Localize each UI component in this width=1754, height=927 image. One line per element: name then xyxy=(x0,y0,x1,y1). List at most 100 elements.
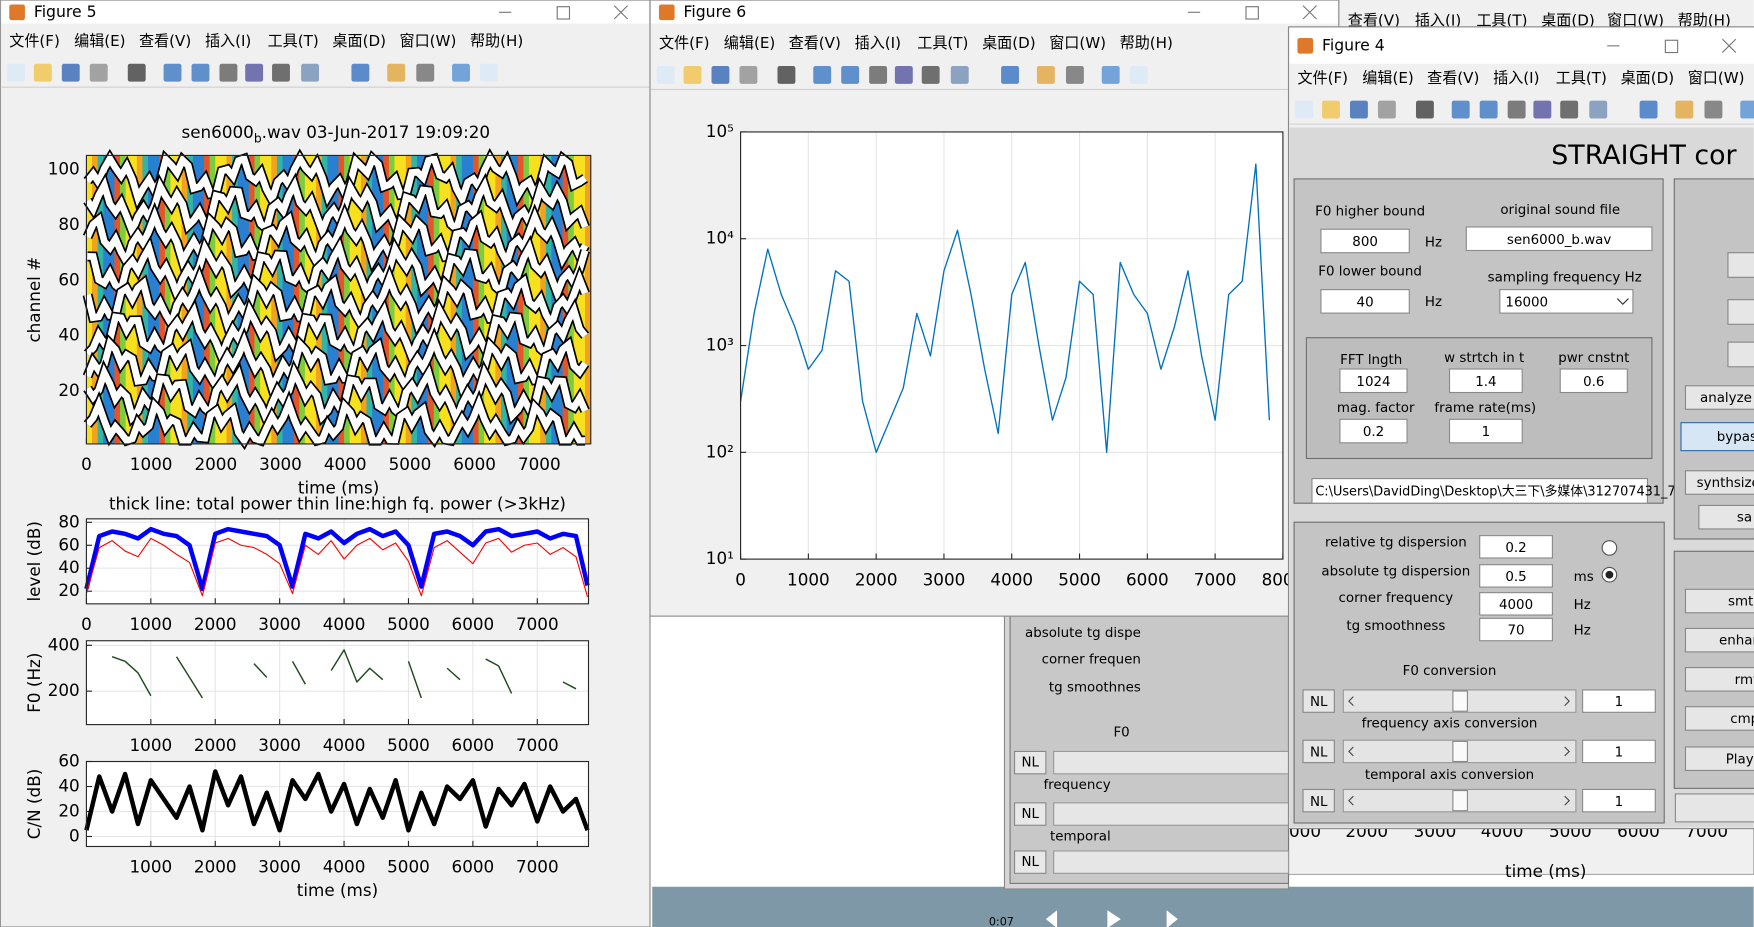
toolbar-button[interactable] xyxy=(1377,100,1396,119)
field-value[interactable]: 40 xyxy=(1357,295,1374,310)
button-label[interactable]: rmv xyxy=(1735,673,1754,688)
toolbar-button[interactable] xyxy=(1129,65,1148,84)
button[interactable] xyxy=(1302,788,1335,813)
field-value[interactable]: 800 xyxy=(1352,235,1378,250)
maximize-button[interactable] xyxy=(556,6,571,20)
menu-item[interactable]: 插入(I) xyxy=(855,34,901,52)
button-label[interactable]: NL xyxy=(1021,807,1039,822)
toolbar-button[interactable] xyxy=(711,65,730,84)
menu-item[interactable]: 查看(V) xyxy=(789,34,841,52)
toolbar-button[interactable] xyxy=(61,63,80,82)
field-value[interactable]: 0.2 xyxy=(1505,541,1526,556)
menu-item[interactable]: 工具(T) xyxy=(917,34,968,52)
toolbar-button[interactable] xyxy=(1415,100,1434,119)
field-value[interactable]: 1 xyxy=(1482,425,1491,440)
toolbar-button[interactable] xyxy=(656,65,675,84)
button[interactable] xyxy=(1727,341,1754,368)
toolbar-button[interactable] xyxy=(1740,100,1754,119)
button-label[interactable]: enhan xyxy=(1719,634,1754,649)
toolbar-button[interactable] xyxy=(1704,100,1723,119)
field-value[interactable]: 1.4 xyxy=(1475,375,1496,390)
field-value[interactable]: 0.6 xyxy=(1583,375,1604,390)
field-value[interactable]: 1024 xyxy=(1356,375,1390,390)
menu-item[interactable]: 文件(F) xyxy=(1297,69,1348,87)
toolbar-button[interactable] xyxy=(1507,100,1526,119)
toolbar-button[interactable] xyxy=(163,63,182,82)
toolbar-button[interactable] xyxy=(7,63,25,82)
toolbar-button[interactable] xyxy=(1479,100,1498,119)
text-field[interactable] xyxy=(1582,689,1656,713)
toolbar-button[interactable] xyxy=(416,63,435,82)
button[interactable] xyxy=(1680,422,1754,452)
toolbar-button[interactable] xyxy=(480,63,498,82)
toolbar-button[interactable] xyxy=(245,63,264,82)
player-controls[interactable] xyxy=(1045,910,1178,927)
toolbar-button[interactable] xyxy=(1350,100,1368,119)
menu-item[interactable]: 桌面(D) xyxy=(982,34,1036,52)
toolbar-button[interactable] xyxy=(127,63,146,82)
field-value[interactable]: 70 xyxy=(1508,624,1525,639)
toolbar-button[interactable] xyxy=(272,63,290,82)
toolbar-button[interactable] xyxy=(387,63,406,82)
field-value[interactable]: 1 xyxy=(1615,695,1624,710)
button-label[interactable]: NL xyxy=(1021,855,1039,870)
menu-item[interactable]: 帮助(H) xyxy=(1120,34,1173,52)
button-label[interactable]: cmp xyxy=(1730,712,1754,727)
toolbar-button[interactable] xyxy=(841,65,860,84)
button[interactable] xyxy=(1684,385,1754,410)
button[interactable] xyxy=(1684,746,1754,772)
toolbar-button[interactable] xyxy=(1560,100,1579,119)
toolbar-button[interactable] xyxy=(1451,100,1470,119)
text-field[interactable] xyxy=(1479,535,1553,559)
slider[interactable] xyxy=(1053,802,1290,826)
toolbar-button[interactable] xyxy=(1036,65,1055,84)
menu-item[interactable]: 桌面(D) xyxy=(332,32,386,50)
toolbar-button[interactable] xyxy=(89,63,108,82)
button-label[interactable]: NL xyxy=(1310,746,1328,761)
text-field[interactable] xyxy=(1479,564,1553,588)
toolbar-button[interactable] xyxy=(33,63,52,82)
text-field[interactable] xyxy=(1479,592,1553,616)
menu-item[interactable]: 编辑(E) xyxy=(74,32,125,50)
toolbar-button[interactable] xyxy=(921,65,940,84)
text-field[interactable] xyxy=(1320,228,1410,254)
text-field[interactable] xyxy=(1320,289,1410,314)
slider-thumb[interactable] xyxy=(1452,690,1468,712)
toolbar-button[interactable] xyxy=(1533,100,1552,119)
button[interactable] xyxy=(1684,627,1754,653)
button[interactable] xyxy=(1727,252,1754,278)
menu-item[interactable]: 查看(V) xyxy=(139,32,191,50)
field-value[interactable]: 4000 xyxy=(1499,598,1533,613)
menu-item[interactable]: 帮助(H) xyxy=(470,32,523,50)
toolbar-button[interactable] xyxy=(1589,100,1608,119)
close-button[interactable] xyxy=(1302,5,1317,20)
text-field[interactable] xyxy=(1479,617,1553,642)
field-value[interactable]: 0.5 xyxy=(1505,570,1526,585)
text-field[interactable] xyxy=(1559,368,1628,394)
path-field[interactable] xyxy=(1311,478,1649,504)
close-button[interactable] xyxy=(613,5,629,20)
text-field[interactable] xyxy=(1582,788,1656,813)
text-field[interactable] xyxy=(1448,418,1523,444)
button[interactable] xyxy=(1684,667,1754,692)
dropdown-arrow[interactable] xyxy=(1616,298,1629,305)
menu-item[interactable]: 文件(F) xyxy=(9,32,60,50)
maximize-button[interactable] xyxy=(1245,6,1259,20)
field-value[interactable]: sen6000_b.wav xyxy=(1507,233,1612,248)
button-label[interactable]: Play xyxy=(1726,752,1754,767)
button[interactable] xyxy=(1698,504,1754,530)
menu-item[interactable]: 窗口(W) xyxy=(1688,69,1745,87)
text-field[interactable] xyxy=(1339,418,1408,444)
button-label[interactable]: NL xyxy=(1310,795,1328,810)
menu-item[interactable]: 查看(V) xyxy=(1427,69,1479,87)
button[interactable] xyxy=(1302,689,1335,713)
menu-item[interactable]: 编辑(E) xyxy=(1362,69,1413,87)
menu-item[interactable]: 编辑(E) xyxy=(724,34,775,52)
toolbar-button[interactable] xyxy=(869,65,888,84)
toolbar-button[interactable] xyxy=(219,63,238,82)
button[interactable] xyxy=(1684,588,1754,614)
menu-item[interactable]: 桌面(D) xyxy=(1621,69,1675,87)
text-field[interactable] xyxy=(1339,368,1408,394)
menu-item[interactable]: 插入(I) xyxy=(205,32,251,50)
menu-item[interactable]: 插入(I) xyxy=(1493,69,1539,87)
